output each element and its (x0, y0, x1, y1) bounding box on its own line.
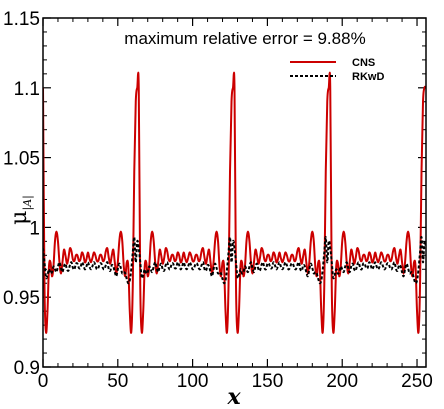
x-tick-label: 200 (326, 371, 358, 392)
y-axis-label: μ|A| (7, 195, 35, 225)
x-axis-label: x (226, 384, 241, 409)
y-tick-label: 1.15 (3, 9, 40, 30)
legend-label-cns: CNS (352, 57, 375, 69)
x-tick-label: 50 (107, 371, 128, 392)
ylabel-main: μ (7, 211, 32, 225)
x-tick-label: 0 (38, 371, 49, 392)
x-tick-label: 150 (252, 371, 284, 392)
plot-frame (42, 17, 427, 368)
series-lines (43, 71, 426, 334)
series-line-rkwd (43, 236, 426, 285)
series-line-cns (43, 71, 426, 334)
y-tick-label: 0.95 (3, 288, 40, 309)
y-tick-label: 0.9 (14, 358, 40, 379)
legend-label-rkwd: RKwD (352, 71, 384, 83)
y-tick-label: 1.05 (3, 149, 40, 170)
y-tick-label: 1 (29, 218, 40, 239)
legend: CNS RKwD (290, 57, 384, 83)
tick-labels: 0 50 100 150 200 250 0.9 0.95 1 1.05 1.1 1.15 (3, 9, 433, 392)
x-tick-label: 250 (401, 371, 433, 392)
annotation-text: maximum relative error = 9.88% (124, 29, 365, 48)
x-tick-label: 100 (177, 371, 209, 392)
ylabel-subscript: |A| (21, 195, 35, 210)
y-tick-label: 1.1 (14, 79, 40, 100)
svg-text:μ|A|: μ|A| (7, 195, 35, 225)
